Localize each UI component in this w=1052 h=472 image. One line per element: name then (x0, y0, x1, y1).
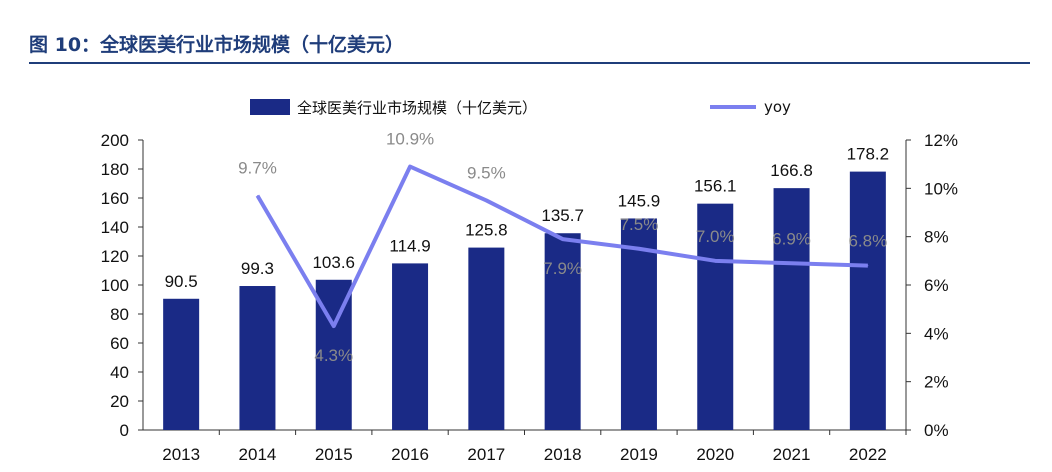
y-left-tick-label: 80 (110, 305, 129, 324)
bar-value-label: 178.2 (847, 145, 890, 164)
y-right-tick-label: 0% (924, 421, 949, 440)
yoy-value-label: 9.5% (467, 163, 506, 182)
yoy-point (333, 325, 335, 327)
x-tick-label: 2016 (391, 445, 429, 464)
yoy-value-label: 6.8% (848, 232, 887, 251)
legend-line-label: yoy (764, 98, 791, 116)
y-left-tick-label: 200 (101, 131, 129, 150)
yoy-value-label: 10.9% (386, 130, 434, 149)
bar-value-label: 156.1 (694, 177, 737, 196)
x-tick-label: 2014 (239, 445, 277, 464)
yoy-value-label: 9.7% (238, 159, 277, 178)
yoy-value-label: 7.9% (543, 259, 582, 278)
x-tick-label: 2018 (544, 445, 582, 464)
y-right-tick-label: 4% (924, 324, 949, 343)
bar (849, 171, 886, 431)
y-left-tick-label: 160 (101, 189, 129, 208)
y-left-tick-label: 40 (110, 363, 129, 382)
bar-value-label: 99.3 (241, 259, 274, 278)
x-tick-label: 2020 (696, 445, 734, 464)
yoy-point (638, 248, 640, 250)
bar (544, 233, 581, 430)
bar-value-label: 145.9 (618, 191, 661, 210)
x-tick-label: 2017 (467, 445, 505, 464)
y-left-tick-label: 0 (120, 421, 129, 440)
bar-value-label: 114.9 (389, 236, 430, 255)
x-tick-label: 2015 (315, 445, 353, 464)
x-tick-label: 2022 (849, 445, 887, 464)
y-left-tick-label: 20 (110, 392, 129, 411)
legend-bar-label: 全球医美行业市场规模（十亿美元） (297, 99, 537, 117)
bar-value-label: 125.8 (465, 221, 508, 240)
yoy-point (562, 238, 564, 240)
y-right-tick-label: 6% (924, 276, 949, 295)
yoy-point (791, 262, 793, 264)
y-right-tick-label: 8% (924, 228, 949, 247)
x-tick-label: 2019 (620, 445, 658, 464)
bar (239, 286, 276, 430)
yoy-point (256, 195, 258, 197)
bar-value-label: 103.6 (312, 253, 355, 272)
y-right-tick-label: 2% (924, 373, 949, 392)
y-right-tick-label: 10% (924, 179, 958, 198)
bar-value-label: 90.5 (165, 272, 198, 291)
title-divider (29, 62, 1030, 64)
y-left-tick-label: 140 (101, 218, 129, 237)
yoy-point (714, 260, 716, 262)
figure-title: 图 10：全球医美行业市场规模（十亿美元） (29, 34, 405, 56)
x-tick-label: 2021 (773, 445, 811, 464)
bar-value-label: 166.8 (770, 161, 813, 180)
y-left-tick-label: 100 (101, 276, 129, 295)
yoy-value-label: 4.3% (314, 346, 353, 365)
bar (620, 218, 657, 430)
y-left-tick-label: 120 (101, 247, 129, 266)
bar-value-label: 135.7 (541, 206, 584, 225)
yoy-value-label: 6.9% (772, 229, 811, 248)
bar (468, 247, 505, 430)
yoy-point (867, 265, 869, 267)
y-left-tick-label: 180 (101, 160, 129, 179)
y-left-tick-label: 60 (110, 334, 129, 353)
bar (163, 298, 200, 430)
yoy-point (409, 166, 411, 168)
bar (392, 263, 429, 430)
y-right-tick-label: 12% (924, 131, 958, 150)
yoy-point (485, 199, 487, 201)
bar (773, 188, 810, 430)
yoy-value-label: 7.5% (620, 215, 659, 234)
yoy-value-label: 7.0% (696, 227, 735, 246)
x-tick-label: 2013 (162, 445, 200, 464)
legend-bar-swatch (250, 99, 290, 115)
chart-legend: 全球医美行业市场规模（十亿美元） yoy (250, 98, 791, 117)
bar (697, 203, 734, 430)
